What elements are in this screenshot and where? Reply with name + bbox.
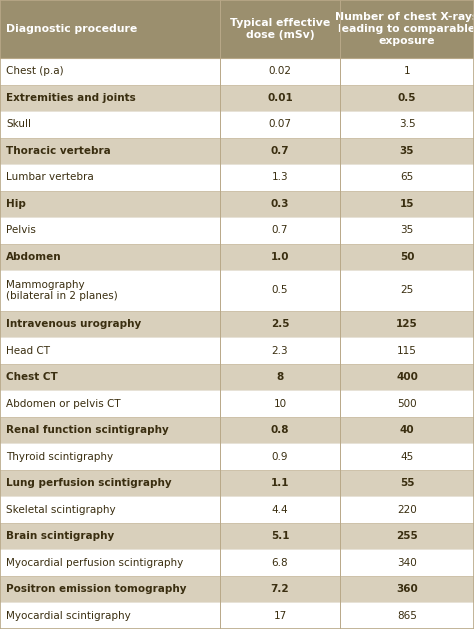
Text: 0.5: 0.5	[272, 286, 288, 296]
Text: 360: 360	[396, 584, 418, 594]
Text: 35: 35	[400, 146, 414, 156]
Text: 0.01: 0.01	[267, 92, 293, 103]
Bar	[0, 270, 474, 311]
Text: 1.0: 1.0	[271, 252, 289, 262]
Text: 0.9: 0.9	[272, 452, 288, 462]
Text: 0.7: 0.7	[272, 225, 288, 235]
Text: Number of chest X-rays
leading to comparable
exposure: Number of chest X-rays leading to compar…	[335, 12, 474, 46]
Text: 0.5: 0.5	[398, 92, 416, 103]
Text: Diagnostic procedure: Diagnostic procedure	[6, 24, 137, 34]
Bar	[0, 496, 474, 523]
Text: Abdomen or pelvis CT: Abdomen or pelvis CT	[6, 399, 120, 409]
Text: 2.3: 2.3	[272, 346, 288, 355]
Text: 0.07: 0.07	[268, 120, 292, 130]
Text: 65: 65	[401, 172, 414, 182]
Text: Chest (p.a): Chest (p.a)	[6, 66, 64, 76]
Bar	[0, 417, 474, 443]
Text: 17: 17	[273, 611, 287, 621]
Text: Skull: Skull	[6, 120, 31, 130]
Text: 340: 340	[397, 558, 417, 568]
Bar	[0, 550, 474, 576]
Text: 0.7: 0.7	[271, 146, 289, 156]
Text: Lumbar vertebra: Lumbar vertebra	[6, 172, 94, 182]
Text: Thoracic vertebra: Thoracic vertebra	[6, 146, 111, 156]
Text: 5.1: 5.1	[271, 532, 289, 541]
Text: Mammography
(bilateral in 2 planes): Mammography (bilateral in 2 planes)	[6, 280, 118, 301]
Bar	[0, 311, 474, 337]
Bar	[0, 391, 474, 417]
Text: 125: 125	[396, 319, 418, 329]
Text: 115: 115	[397, 346, 417, 355]
Bar	[0, 164, 474, 191]
Text: 50: 50	[400, 252, 414, 262]
Text: Abdomen: Abdomen	[6, 252, 62, 262]
Text: Extremities and joints: Extremities and joints	[6, 92, 136, 103]
Bar	[0, 217, 474, 243]
Bar	[0, 84, 474, 111]
Text: 2.5: 2.5	[271, 319, 289, 329]
Text: Typical effective
dose (mSv): Typical effective dose (mSv)	[230, 18, 330, 40]
Text: 0.8: 0.8	[271, 425, 289, 435]
Bar	[0, 138, 474, 164]
Text: 1.3: 1.3	[272, 172, 288, 182]
Text: 500: 500	[397, 399, 417, 409]
Bar	[0, 470, 474, 496]
Text: Skeletal scintigraphy: Skeletal scintigraphy	[6, 504, 116, 515]
Text: 400: 400	[396, 372, 418, 382]
Text: Positron emission tomography: Positron emission tomography	[6, 584, 186, 594]
Text: 25: 25	[401, 286, 414, 296]
Text: 1: 1	[404, 66, 410, 76]
Bar	[0, 191, 474, 217]
Text: 15: 15	[400, 199, 414, 209]
Text: Brain scintigraphy: Brain scintigraphy	[6, 532, 114, 541]
Text: 255: 255	[396, 532, 418, 541]
Text: 0.02: 0.02	[268, 66, 292, 76]
Text: 40: 40	[400, 425, 414, 435]
Bar	[0, 0, 474, 58]
Text: Myocardial perfusion scintigraphy: Myocardial perfusion scintigraphy	[6, 558, 183, 568]
Text: Intravenous urography: Intravenous urography	[6, 319, 141, 329]
Text: 220: 220	[397, 504, 417, 515]
Text: 1.1: 1.1	[271, 478, 289, 488]
Text: Head CT: Head CT	[6, 346, 50, 355]
Text: 7.2: 7.2	[271, 584, 289, 594]
Bar	[0, 243, 474, 270]
Bar	[0, 523, 474, 550]
Bar	[0, 58, 474, 84]
Bar	[0, 443, 474, 470]
Text: 35: 35	[401, 225, 414, 235]
Text: Renal function scintigraphy: Renal function scintigraphy	[6, 425, 169, 435]
Text: 6.8: 6.8	[272, 558, 288, 568]
Text: 0.3: 0.3	[271, 199, 289, 209]
Text: Chest CT: Chest CT	[6, 372, 58, 382]
Bar	[0, 603, 474, 629]
Bar	[0, 364, 474, 391]
Text: Myocardial scintigraphy: Myocardial scintigraphy	[6, 611, 131, 621]
Bar	[0, 111, 474, 138]
Text: 8: 8	[276, 372, 283, 382]
Text: 45: 45	[401, 452, 414, 462]
Text: Pelvis: Pelvis	[6, 225, 36, 235]
Text: 55: 55	[400, 478, 414, 488]
Text: 865: 865	[397, 611, 417, 621]
Text: Lung perfusion scintigraphy: Lung perfusion scintigraphy	[6, 478, 172, 488]
Text: 10: 10	[273, 399, 287, 409]
Text: 4.4: 4.4	[272, 504, 288, 515]
Text: Hip: Hip	[6, 199, 26, 209]
Text: Thyroid scintigraphy: Thyroid scintigraphy	[6, 452, 113, 462]
Bar	[0, 337, 474, 364]
Bar	[0, 576, 474, 603]
Text: 3.5: 3.5	[399, 120, 415, 130]
